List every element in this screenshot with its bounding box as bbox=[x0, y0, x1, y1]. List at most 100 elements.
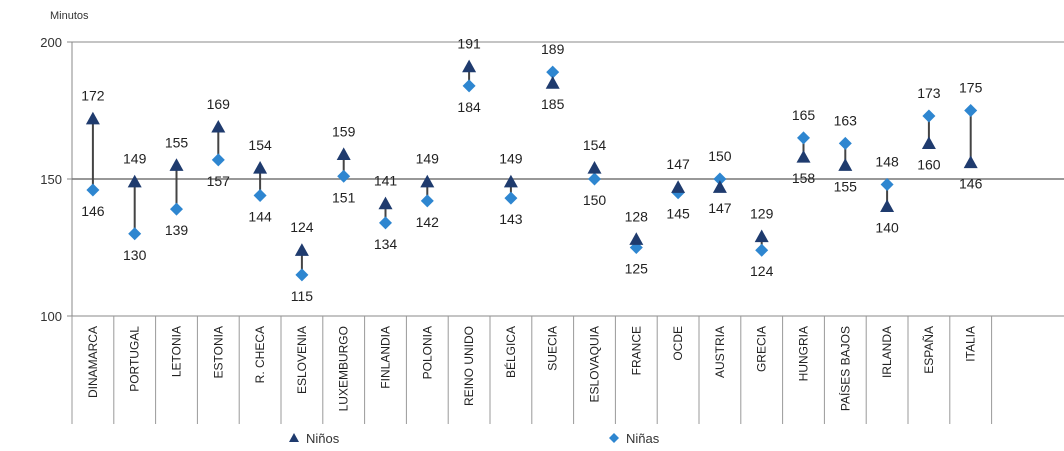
nina-data-label: 145 bbox=[666, 206, 690, 222]
nino-data-label: 146 bbox=[959, 176, 983, 192]
nino-point bbox=[420, 174, 435, 188]
category-label: POLONIA bbox=[420, 326, 434, 379]
nino-point bbox=[629, 232, 644, 245]
category-label: ESPAÑA bbox=[922, 326, 936, 374]
nina-data-label: 150 bbox=[708, 148, 732, 164]
nino-data-label: 149 bbox=[499, 151, 523, 167]
y-axis-label: Minutos bbox=[50, 10, 89, 22]
nino-data-label: 172 bbox=[81, 88, 105, 104]
nina-data-label: 134 bbox=[374, 236, 398, 252]
nino-point bbox=[336, 147, 351, 160]
legend-nina-marker bbox=[609, 433, 619, 443]
nino-point bbox=[754, 229, 769, 243]
nino-point bbox=[712, 180, 727, 193]
nino-data-label: 160 bbox=[917, 156, 941, 172]
legend-nino-label: Niños bbox=[306, 431, 340, 446]
nina-point bbox=[211, 153, 225, 167]
nino-data-label: 155 bbox=[165, 134, 189, 150]
nino-point bbox=[921, 136, 936, 149]
nino-point bbox=[880, 199, 895, 212]
nina-data-label: 125 bbox=[625, 261, 649, 277]
category-label: LETONIA bbox=[170, 326, 184, 377]
category-label: OCDE bbox=[671, 326, 685, 361]
nina-data-label: 124 bbox=[750, 263, 774, 279]
category-label: BÉLGICA bbox=[503, 326, 518, 378]
nino-data-label: 155 bbox=[834, 178, 858, 194]
nina-data-label: 142 bbox=[416, 214, 440, 230]
category-label: R. CHECA bbox=[253, 326, 267, 383]
nino-data-label: 149 bbox=[123, 151, 147, 167]
nino-data-label: 140 bbox=[875, 219, 899, 235]
nina-point bbox=[295, 268, 309, 282]
nino-data-label: 158 bbox=[792, 170, 816, 186]
y-tick-label: 150 bbox=[40, 172, 62, 187]
category-label: GRECIA bbox=[755, 326, 769, 372]
nino-point bbox=[838, 158, 853, 171]
nino-point bbox=[587, 161, 602, 174]
nina-point bbox=[86, 183, 100, 197]
nina-data-label: 148 bbox=[875, 153, 899, 169]
nina-point bbox=[880, 177, 894, 191]
nina-data-label: 184 bbox=[457, 99, 481, 115]
nino-data-label: 124 bbox=[290, 219, 314, 235]
nina-point bbox=[170, 202, 183, 216]
nina-point bbox=[253, 188, 267, 202]
category-label: HUNGRIA bbox=[797, 326, 811, 381]
category-label: FINLANDIA bbox=[379, 326, 393, 389]
nina-point bbox=[838, 136, 852, 150]
nino-point bbox=[85, 111, 100, 125]
nina-point bbox=[964, 104, 978, 117]
nino-data-label: 159 bbox=[332, 123, 356, 139]
nino-data-label: 154 bbox=[583, 137, 607, 153]
nino-data-label: 185 bbox=[541, 96, 565, 112]
data-labels: 172 146 149 130 155 139 169 157 154 144 124 115 159 1… bbox=[81, 36, 982, 304]
data-marks bbox=[85, 59, 978, 282]
y-tick-label: 100 bbox=[40, 309, 62, 324]
category-label: FRANCE bbox=[629, 326, 643, 375]
y-tick-label: 200 bbox=[40, 35, 62, 50]
axes: 100 150 200 bbox=[40, 35, 1064, 424]
nino-data-label: 128 bbox=[625, 208, 649, 224]
category-label: DINAMARCA bbox=[86, 326, 100, 398]
nino-point bbox=[963, 155, 978, 169]
nina-data-label: 144 bbox=[248, 208, 272, 224]
nina-data-label: 165 bbox=[792, 107, 816, 123]
category-label: SUECIA bbox=[546, 326, 560, 371]
nina-data-label: 139 bbox=[165, 222, 189, 238]
nina-data-label: 146 bbox=[81, 203, 105, 219]
nino-point bbox=[503, 174, 518, 188]
nina-data-label: 163 bbox=[834, 112, 858, 128]
category-labels: DINAMARCA PORTUGAL LETONIA ESTONIA R. CHECA E… bbox=[86, 326, 978, 412]
nina-data-label: 143 bbox=[499, 211, 523, 227]
legend-nino-marker bbox=[289, 433, 299, 442]
nino-data-label: 191 bbox=[457, 36, 481, 52]
category-label: PORTUGAL bbox=[128, 326, 142, 392]
nino-point bbox=[127, 174, 142, 188]
category-label: ESLOVAQUIA bbox=[588, 326, 602, 402]
nino-point bbox=[211, 119, 226, 133]
nina-point bbox=[755, 243, 769, 257]
nina-point bbox=[797, 131, 810, 145]
category-label: AUSTRIA bbox=[713, 326, 727, 378]
nina-point bbox=[713, 172, 727, 186]
nino-point bbox=[796, 150, 811, 163]
legend-nina-label: Niñas bbox=[626, 431, 660, 446]
nina-data-label: 151 bbox=[332, 189, 356, 205]
category-label: LUXEMBURGO bbox=[337, 326, 351, 411]
nina-point bbox=[379, 216, 392, 230]
nina-point bbox=[337, 169, 351, 183]
nino-point bbox=[253, 161, 268, 174]
nina-data-label: 115 bbox=[291, 288, 314, 304]
nino-data-label: 154 bbox=[248, 137, 272, 153]
nino-point bbox=[378, 196, 393, 210]
nino-data-label: 147 bbox=[666, 156, 690, 172]
nina-data-label: 173 bbox=[917, 85, 941, 101]
nino-data-label: 141 bbox=[374, 173, 398, 189]
category-label: ESTONIA bbox=[211, 326, 225, 378]
legend: Niños Niñas bbox=[289, 431, 660, 446]
nino-data-label: 149 bbox=[416, 151, 440, 167]
nino-point bbox=[294, 243, 309, 256]
nino-point bbox=[671, 180, 686, 193]
category-label: PAÍSES BAJOS bbox=[837, 326, 852, 411]
